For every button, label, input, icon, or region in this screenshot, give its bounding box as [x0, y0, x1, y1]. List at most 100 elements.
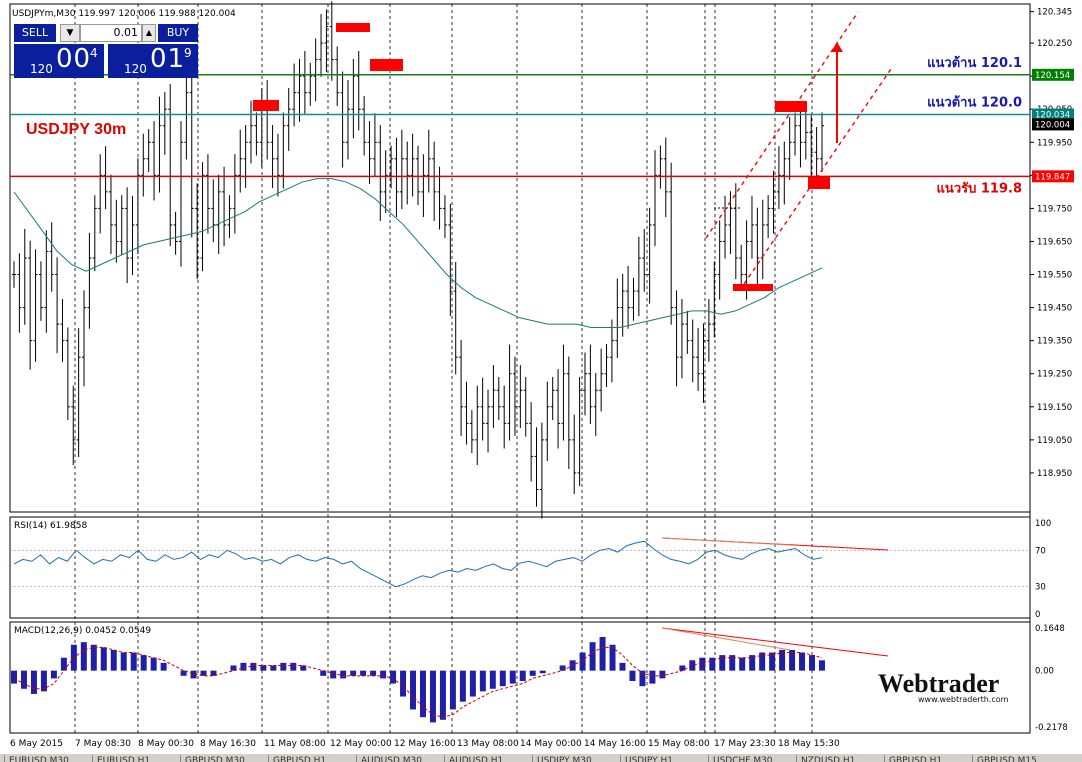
time-tick-label: 8 May 16:30 [200, 739, 256, 749]
macd-signal-line [13, 646, 823, 718]
panel-frame [9, 3, 1031, 513]
buy-button[interactable]: BUY [158, 24, 198, 42]
macd-bar [130, 652, 137, 671]
chart-tab[interactable]: GBPUSD,H1 [884, 755, 973, 762]
macd-bar [649, 670, 656, 684]
moving-average-line [13, 178, 823, 328]
chart-tab[interactable]: EURUSD,H1 [92, 755, 181, 762]
sell-price[interactable]: 120 00 4 [14, 44, 104, 78]
macd-bar [300, 665, 307, 671]
macd-bar [709, 657, 716, 671]
macd-bar [589, 642, 596, 671]
macd-bar [240, 662, 247, 671]
macd-bar [469, 670, 476, 697]
macd-bar [90, 644, 97, 671]
macd-bar [739, 657, 746, 671]
macd-bar [759, 652, 766, 671]
rsi-tick-label: 70 [1035, 546, 1046, 556]
chart-tab[interactable]: GBPUSD,H1 [268, 755, 357, 762]
macd-bar [529, 670, 536, 676]
macd-bar [60, 657, 67, 671]
level-label: แนวต้าน 120.1 [927, 55, 1022, 71]
macd-bar [180, 670, 187, 676]
chart-tab[interactable]: NZDUSD,H1 [796, 755, 885, 762]
price-tag-label: 119.847 [1035, 172, 1070, 182]
macd-bar [729, 655, 736, 671]
macd-bar [519, 670, 526, 681]
rsi-line [13, 540, 823, 588]
macd-bar [459, 670, 466, 702]
price-tick-label: 119.150 [1037, 403, 1072, 413]
macd-bar [210, 670, 217, 676]
swing-marker [808, 177, 830, 189]
macd-bar [320, 670, 327, 676]
time-tick-label: 8 May 00:30 [138, 739, 194, 749]
time-tick-label: 7 May 08:30 [75, 739, 131, 749]
time-tick-label: 18 May 15:30 [778, 739, 840, 749]
chevron-up-icon[interactable]: ▲ [142, 24, 156, 42]
price-tick-label: 119.050 [1037, 436, 1072, 446]
macd-bar [250, 662, 257, 671]
macd-divergence-line [661, 627, 791, 651]
macd-bar [449, 670, 456, 710]
level-label: แนวต้าน 120.0 [927, 94, 1022, 110]
macd-panel: MACD(12,26,9) 0.0452 0.0549 [11, 626, 825, 723]
chart-tab[interactable]: USDCHF,M30 [708, 755, 797, 762]
price-tag [1032, 108, 1074, 121]
price-tick-label: 119.750 [1037, 204, 1072, 214]
watermark-url: www.webtraderth.com [918, 695, 1009, 704]
time-tick-label: 12 May 00:00 [330, 739, 392, 749]
sell-button[interactable]: SELL [14, 24, 56, 42]
swing-marker [253, 100, 279, 111]
macd-bar [419, 670, 426, 718]
macd-bar [439, 670, 446, 720]
price-panel [10, 1, 1030, 519]
chart-tab[interactable]: EURUSD,M30 [4, 755, 93, 762]
macd-tick-label: -0.2178 [1035, 723, 1068, 733]
macd-bar [30, 670, 37, 694]
target-arrow-head [831, 42, 843, 52]
macd-bar [20, 670, 27, 689]
price-tick-label: 119.950 [1037, 138, 1072, 148]
buy-price[interactable]: 120 01 9 [108, 44, 198, 78]
macd-bar [789, 649, 796, 671]
macd-bar [270, 665, 277, 671]
macd-bar [380, 670, 387, 679]
rsi-label: RSI(14) 61.9858 [14, 521, 87, 531]
macd-bar [50, 670, 57, 679]
chart-grid [9, 3, 1031, 734]
rsi-divergence-line [661, 537, 791, 546]
price-tick-label: 120.250 [1037, 39, 1072, 49]
macd-bar [190, 670, 197, 679]
macd-bar [609, 644, 616, 671]
chart-tab[interactable]: AUDUSD,H1 [444, 755, 533, 762]
macd-bar [390, 670, 397, 684]
macd-bar [539, 670, 546, 674]
chart-tab[interactable]: AUDUSD,M30 [356, 755, 445, 762]
chart-tab[interactable]: USDJPY,M30 [532, 755, 621, 762]
time-tick-label: 17 May 23:30 [714, 739, 776, 749]
price-tag-label: 120.004 [1035, 120, 1070, 130]
macd-bar [150, 657, 157, 671]
macd-bar [689, 660, 696, 671]
macd-bar [509, 670, 516, 684]
chart-tab[interactable]: GBPUSD,M15 [972, 755, 1061, 762]
chart-tab[interactable]: USDJPY,H1 [620, 755, 709, 762]
macd-bar [629, 670, 636, 681]
level-label: แนวรับ 119.8 [937, 181, 1022, 196]
macd-bar [110, 649, 117, 671]
macd-bar [40, 670, 47, 692]
chevron-down-icon[interactable]: ▼ [60, 24, 80, 42]
macd-bar [599, 637, 606, 671]
symbol-label: USDJPY 30m [26, 121, 126, 138]
price-tag [1032, 170, 1074, 183]
lot-size-input[interactable]: 0.01 [80, 24, 142, 42]
macd-bar [360, 670, 367, 676]
macd-bar [559, 665, 566, 671]
macd-bar [140, 655, 147, 671]
macd-bar [340, 670, 347, 679]
macd-bar [659, 670, 666, 679]
chart-tab[interactable]: GBPUSD,M30 [180, 755, 269, 762]
macd-bar [749, 655, 756, 671]
